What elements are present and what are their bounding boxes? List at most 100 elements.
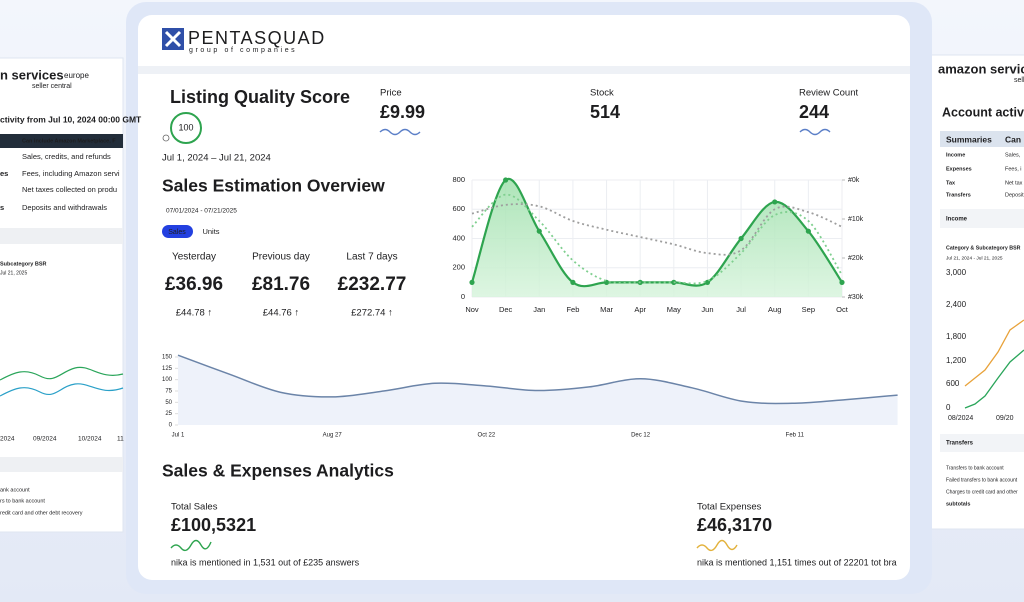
footer-row: ank account [0,487,30,493]
table-header-band [0,134,123,148]
y-tick-label: 0 [169,423,173,429]
x-tick-label: Oct [836,305,849,314]
tab[interactable]: Units [202,227,219,236]
line [471,203,843,256]
logo-text: PENTASQUAD [188,28,326,48]
y2-tick-label: #20k [848,255,864,262]
x-tick-label: Jul [736,305,746,314]
date-range: 07/01/2024 - 07/21/2025 [166,208,237,215]
point [805,228,811,234]
transfer-row: Transfers to bank account [946,465,1004,471]
line [471,193,843,285]
section: Income [946,217,968,223]
logo-x [164,30,182,48]
point [772,199,778,205]
tab-active[interactable] [162,225,193,238]
chart-title: Subcategory BSR [0,261,46,267]
metric-label: Total Sales [171,502,218,513]
y-tick-label: 0 [461,292,465,301]
footer-row: redit card and other debt recovery [0,510,83,516]
y2-tick-label: #0k [848,177,860,184]
x-tick-label: Aug 27 [323,433,343,439]
stat-value: £232.77 [338,274,407,295]
y-tick-label: 800 [452,175,465,184]
row-label: Transfers [946,192,971,198]
axis-label: 10/2024 [78,436,102,443]
table-header-band [940,131,1024,147]
y-label: 3,000 [946,268,967,277]
table-header: Can [1005,134,1021,144]
row-label: Tax [946,180,956,186]
band [940,209,1024,228]
y-tick-label: 200 [452,263,465,272]
line [177,354,898,405]
x-tick-label: May [667,305,681,314]
title: Account activ [942,105,1024,119]
stat-change: £272.74 ↑ [351,308,393,319]
point [570,279,576,285]
kpi-value: 244 [799,102,829,122]
area [472,178,842,297]
y-tick-label: 125 [162,366,173,372]
mini-line [0,383,124,397]
kpi-label: Price [380,88,402,99]
info-icon [162,134,170,142]
y2-tick-label: #10k [848,216,864,223]
stat-value: £81.76 [252,274,310,295]
y-tick-label: 150 [162,355,173,361]
section-title: Listing Quality Score [170,87,350,107]
stat-change: £44.76 ↑ [263,308,299,319]
axis-label: 09/2024 [33,436,57,443]
x-tick-label: Jan [533,305,545,314]
y-tick-label: 75 [165,389,172,395]
section: Transfers [946,441,974,447]
table-header: Can include Amazon Marketplace, F [22,138,116,144]
brand: amazon servic [938,61,1024,76]
sparkline [379,128,421,136]
y-label: 2,400 [946,300,967,309]
stat-label: Previous day [252,252,310,263]
row-text: Deposit [1005,192,1024,198]
point [839,279,845,285]
kpi-label: Stock [590,88,614,99]
brand-sub: seller [1014,77,1024,84]
x-tick-label: Apr [634,305,646,314]
date-range: Jul 1, 2024 – Jul 21, 2024 [162,153,271,164]
kpi-value: 514 [590,102,620,122]
x-tick-label: Jun [701,305,713,314]
score-ring [170,112,202,144]
stat-label: Last 7 days [346,252,397,263]
mini-line [0,366,124,381]
y-label: 1,800 [946,332,967,341]
band [940,434,1024,452]
y-tick-label: 400 [452,233,465,242]
row-label: Expenses [946,166,972,172]
row-label: Income [946,152,965,158]
kpi-value: £9.99 [380,102,425,122]
band [0,457,123,472]
transfer-row: Failed transfers to bank account [946,477,1018,483]
sparkline [696,539,738,552]
score: 100 [178,122,193,132]
x-tick-label: Feb 11 [786,433,805,439]
x-label: 08/2024 [948,415,973,422]
stat-change: £44.78 ↑ [176,308,212,319]
y-label: 1,200 [946,356,967,365]
x-label: 09/20 [996,415,1014,422]
axis-label: 2024 [0,436,15,443]
metric-value: £46,3170 [697,515,772,535]
row-label: es [0,169,8,178]
point [503,177,509,183]
section-title: Sales Estimation Overview [162,176,385,196]
x-tick-label: Sep [802,305,815,314]
brand: n services [0,67,64,82]
sparkline [170,539,212,552]
sparkline [799,128,831,136]
tab[interactable]: Sales [168,229,186,236]
kpi-label: Review Count [799,88,858,99]
transfer-row: Charges to credit card and other [946,489,1018,495]
y-label: 600 [946,379,960,388]
section-title: Sales & Expenses Analytics [162,461,394,481]
